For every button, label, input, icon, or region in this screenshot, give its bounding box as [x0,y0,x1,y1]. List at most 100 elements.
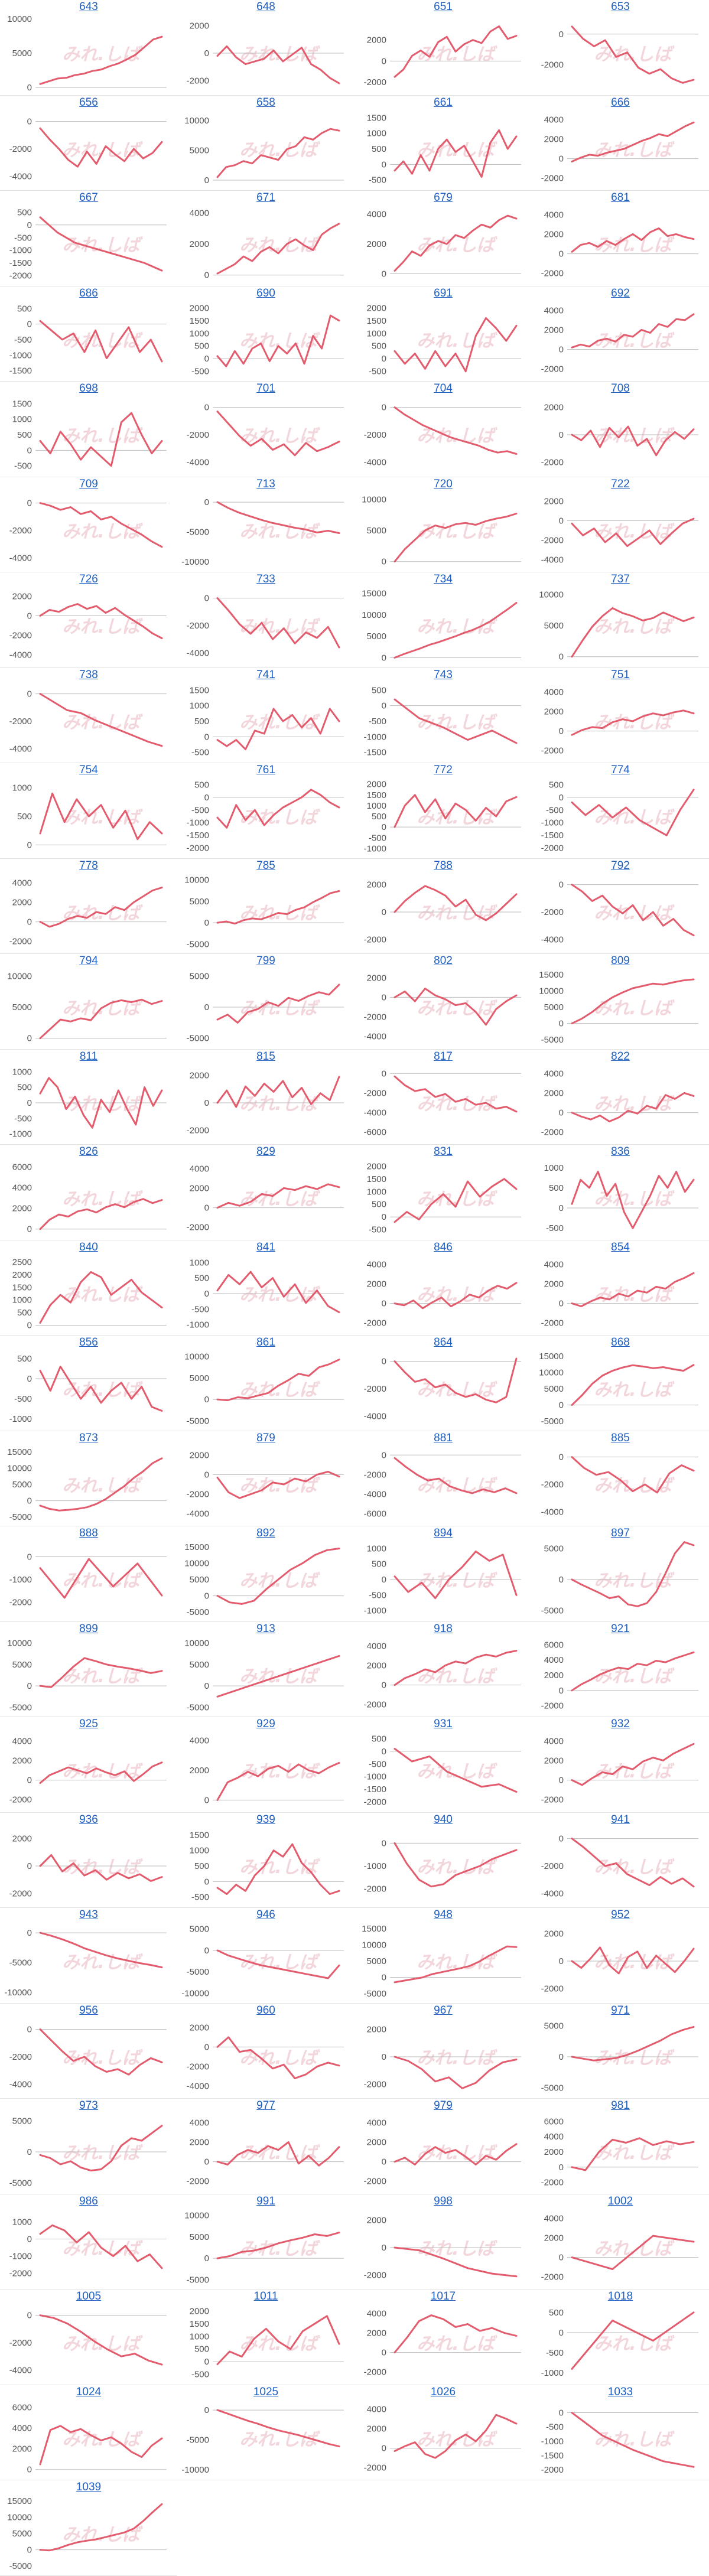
chart-title-link[interactable]: 698 [79,382,98,395]
chart-title-link[interactable]: 1011 [253,2290,278,2303]
chart-title-link[interactable]: 679 [434,191,453,204]
chart-title-link[interactable]: 854 [611,1240,630,1253]
chart-title-link[interactable]: 738 [79,668,98,681]
chart-title-link[interactable]: 661 [434,96,453,109]
chart-title-link[interactable]: 991 [256,2194,275,2207]
chart-title-link[interactable]: 788 [434,859,453,872]
chart-title-link[interactable]: 940 [434,1813,453,1826]
chart-title-link[interactable]: 861 [256,1336,275,1349]
chart-title-link[interactable]: 986 [79,2194,98,2207]
chart-title-link[interactable]: 952 [611,1909,630,1921]
chart-title-link[interactable]: 792 [611,859,630,872]
chart-title-link[interactable]: 892 [256,1527,275,1539]
chart-title-link[interactable]: 726 [79,573,98,585]
chart-title-link[interactable]: 709 [79,477,98,490]
chart-title-link[interactable]: 653 [611,1,630,13]
chart-title-link[interactable]: 856 [79,1336,98,1349]
chart-title-link[interactable]: 708 [611,382,630,395]
chart-title-link[interactable]: 737 [611,573,630,585]
chart-title-link[interactable]: 802 [434,955,453,967]
chart-title-link[interactable]: 656 [79,96,98,109]
chart-title-link[interactable]: 981 [611,2099,630,2112]
chart-title-link[interactable]: 667 [79,191,98,204]
chart-title-link[interactable]: 946 [256,1909,275,1921]
chart-title-link[interactable]: 1017 [430,2290,456,2303]
chart-title-link[interactable]: 941 [611,1813,630,1826]
chart-title-link[interactable]: 931 [434,1718,453,1730]
chart-title-link[interactable]: 939 [256,1813,275,1826]
chart-title-link[interactable]: 778 [79,859,98,872]
chart-title-link[interactable]: 929 [256,1718,275,1730]
chart-title-link[interactable]: 925 [79,1718,98,1730]
chart-title-link[interactable]: 1039 [76,2481,102,2493]
chart-title-link[interactable]: 846 [434,1240,453,1253]
chart-title-link[interactable]: 1018 [607,2290,633,2303]
chart-title-link[interactable]: 971 [611,2004,630,2017]
chart-title-link[interactable]: 817 [434,1050,453,1063]
chart-title-link[interactable]: 864 [434,1336,453,1349]
chart-title-link[interactable]: 643 [79,1,98,13]
chart-title-link[interactable]: 894 [434,1527,453,1539]
chart-title-link[interactable]: 734 [434,573,453,585]
chart-title-link[interactable]: 690 [256,286,275,299]
chart-title-link[interactable]: 932 [611,1718,630,1730]
chart-title-link[interactable]: 754 [79,764,98,776]
chart-title-link[interactable]: 1024 [76,2385,102,2398]
chart-title-link[interactable]: 936 [79,1813,98,1826]
chart-title-link[interactable]: 704 [434,382,453,395]
chart-title-link[interactable]: 841 [256,1240,275,1253]
chart-title-link[interactable]: 671 [256,191,275,204]
chart-title-link[interactable]: 648 [256,1,275,13]
chart-title-link[interactable]: 913 [256,1622,275,1635]
chart-title-link[interactable]: 1025 [253,2385,279,2398]
chart-title-link[interactable]: 840 [79,1240,98,1253]
chart-title-link[interactable]: 686 [79,286,98,299]
chart-title-link[interactable]: 722 [611,477,630,490]
chart-title-link[interactable]: 658 [256,96,275,109]
chart-title-link[interactable]: 918 [434,1622,453,1635]
chart-title-link[interactable]: 743 [434,668,453,681]
chart-title-link[interactable]: 815 [256,1050,275,1063]
chart-title-link[interactable]: 809 [611,955,630,967]
chart-title-link[interactable]: 822 [611,1050,630,1063]
chart-title-link[interactable]: 681 [611,191,630,204]
chart-title-link[interactable]: 956 [79,2004,98,2017]
chart-title-link[interactable]: 943 [79,1909,98,1921]
chart-title-link[interactable]: 977 [256,2099,275,2112]
chart-title-link[interactable]: 651 [434,1,453,13]
chart-title-link[interactable]: 1033 [607,2385,633,2398]
chart-title-link[interactable]: 873 [79,1431,98,1444]
chart-title-link[interactable]: 774 [611,764,630,776]
chart-title-link[interactable]: 741 [256,668,275,681]
chart-title-link[interactable]: 713 [256,477,275,490]
chart-title-link[interactable]: 998 [434,2194,453,2207]
chart-title-link[interactable]: 1002 [607,2194,633,2207]
chart-title-link[interactable]: 785 [256,859,275,872]
chart-title-link[interactable]: 799 [256,955,275,967]
chart-title-link[interactable]: 967 [434,2004,453,2017]
chart-title-link[interactable]: 948 [434,1909,453,1921]
chart-title-link[interactable]: 794 [79,955,98,967]
chart-title-link[interactable]: 751 [611,668,630,681]
chart-title-link[interactable]: 772 [434,764,453,776]
chart-title-link[interactable]: 836 [611,1145,630,1158]
chart-title-link[interactable]: 881 [434,1431,453,1444]
chart-title-link[interactable]: 979 [434,2099,453,2112]
chart-title-link[interactable]: 691 [434,286,453,299]
chart-title-link[interactable]: 720 [434,477,453,490]
chart-title-link[interactable]: 868 [611,1336,630,1349]
chart-title-link[interactable]: 701 [256,382,275,395]
chart-title-link[interactable]: 831 [434,1145,453,1158]
chart-title-link[interactable]: 761 [256,764,275,776]
chart-title-link[interactable]: 879 [256,1431,275,1444]
chart-title-link[interactable]: 973 [79,2099,98,2112]
chart-title-link[interactable]: 897 [611,1527,630,1539]
chart-title-link[interactable]: 921 [611,1622,630,1635]
chart-title-link[interactable]: 899 [79,1622,98,1635]
chart-title-link[interactable]: 885 [611,1431,630,1444]
chart-title-link[interactable]: 692 [611,286,630,299]
chart-title-link[interactable]: 829 [256,1145,275,1158]
chart-title-link[interactable]: 960 [256,2004,275,2017]
chart-title-link[interactable]: 733 [256,573,275,585]
chart-title-link[interactable]: 1005 [76,2290,102,2303]
